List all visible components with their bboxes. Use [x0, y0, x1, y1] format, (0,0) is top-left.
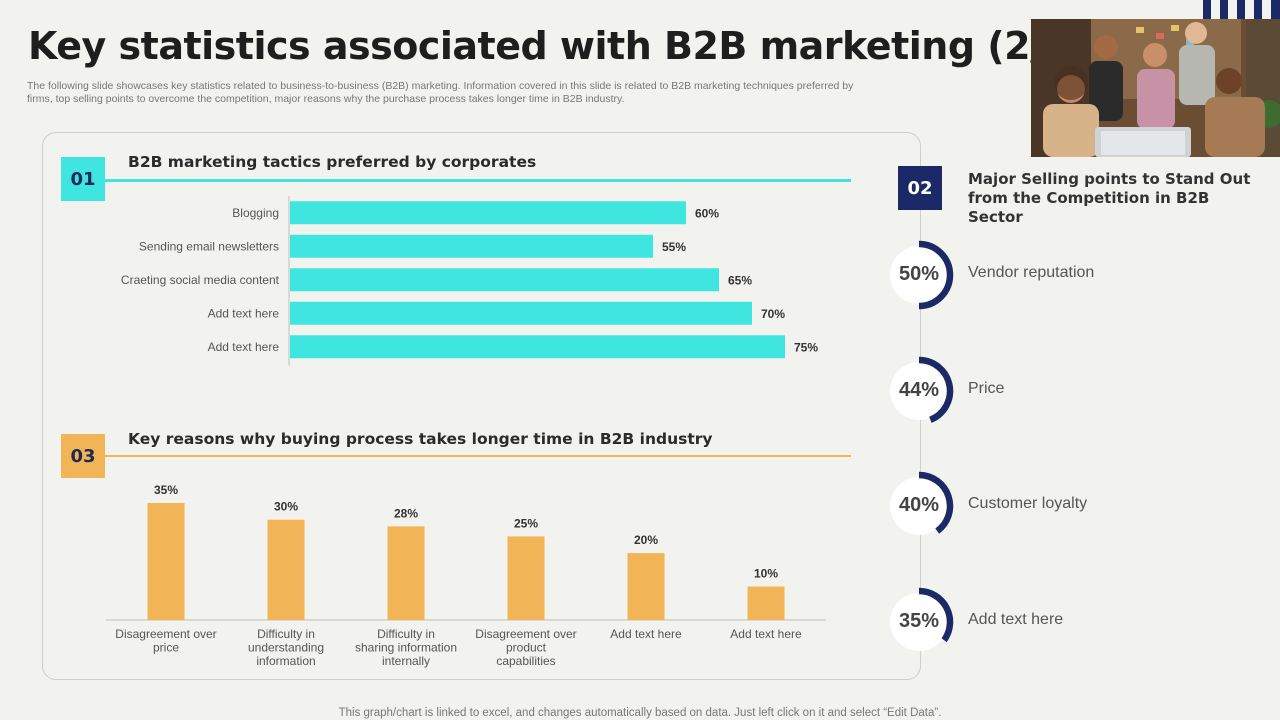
tactics-category-label: Blogging [232, 206, 279, 220]
ring-center [890, 477, 948, 535]
selling-point-item: 40% Customer loyalty [886, 469, 1266, 545]
reasons-bar [387, 526, 425, 620]
ring-center [890, 362, 948, 420]
ring-center [890, 593, 948, 651]
section-number-02: 02 [898, 166, 942, 210]
reasons-bar [507, 536, 545, 620]
tactics-value-label: 65% [728, 273, 752, 287]
reasons-value-label: 10% [754, 567, 778, 581]
reasons-bar [147, 503, 185, 620]
reasons-category-label: Difficulty in understanding information [248, 627, 324, 668]
tactics-bar [290, 335, 785, 359]
section-number-03: 03 [61, 434, 105, 478]
reasons-bar-chart: 35% Disagreement over price 30% Difficulty i… [106, 483, 826, 668]
selling-point-item: 35% Add text here [886, 585, 1266, 661]
tactics-category-label: Add text here [208, 306, 280, 320]
tactics-bar-chart: Blogging 60% Sending email newsletters 55% C… [121, 196, 818, 366]
tactics-bar [290, 268, 719, 292]
reasons-category-label: Disagreement over price [115, 627, 216, 655]
section-number-01: 01 [61, 157, 105, 201]
reasons-value-label: 35% [154, 483, 178, 497]
tactics-chart-title: B2B marketing tactics preferred by corpo… [128, 153, 537, 171]
tactics-category-label: Add text here [208, 340, 280, 354]
selling-point-item: 44% Price [886, 354, 1266, 430]
tactics-value-label: 75% [794, 340, 818, 354]
page-subtitle: The following slide showcases key statis… [27, 80, 854, 105]
tactics-rule [105, 179, 851, 182]
reasons-chart-title: Key reasons why buying process takes lon… [128, 430, 713, 448]
selling-point-ring [890, 356, 954, 423]
reasons-bar [747, 586, 785, 620]
reasons-value-label: 28% [394, 506, 418, 520]
tactics-category-label: Sending email newsletters [139, 239, 279, 253]
selling-point-label: Vendor reputation [968, 264, 1095, 281]
reasons-value-label: 25% [514, 516, 538, 530]
selling-point-item: 50% Vendor reputation [886, 238, 1266, 314]
tactics-value-label: 70% [761, 307, 785, 321]
ring-arc [918, 356, 954, 423]
reasons-category-label: Difficulty in sharing information internal… [355, 627, 457, 668]
selling-point-label: Price [968, 380, 1005, 397]
selling-point-value: 40% [898, 493, 940, 516]
selling-point-value: 44% [898, 378, 940, 401]
tactics-category-label: Craeting social media content [121, 273, 280, 287]
reasons-value-label: 20% [634, 533, 658, 547]
selling-point-ring [890, 471, 954, 535]
ring-arc [918, 240, 954, 310]
selling-points-title: Major Selling points to Stand Out from t… [968, 170, 1251, 226]
reasons-bar [627, 553, 665, 620]
reasons-value-label: 30% [274, 500, 298, 514]
tactics-value-label: 55% [662, 240, 686, 254]
selling-point-ring [890, 240, 954, 310]
decorative-stripes [1203, 0, 1280, 19]
reasons-category-label: Add text here [610, 627, 682, 641]
selling-point-label: Customer loyalty [968, 495, 1088, 512]
page-title: Key statistics associated with B2B marke… [28, 24, 1087, 68]
selling-point-value: 50% [898, 262, 940, 285]
reasons-rule [105, 455, 851, 457]
selling-point-label: Add text here [968, 611, 1064, 628]
team-photo [1031, 19, 1280, 157]
ring-arc [918, 587, 954, 643]
selling-point-value: 35% [898, 609, 940, 632]
footer-note: This graph/chart is linked to excel, and… [338, 707, 942, 719]
reasons-category-label: Add text here [730, 627, 802, 641]
tactics-bar [290, 234, 653, 258]
tactics-bar [290, 201, 686, 225]
ring-center [890, 246, 948, 304]
selling-point-ring [890, 587, 954, 651]
reasons-bar [267, 519, 305, 620]
ring-arc [918, 471, 954, 534]
tactics-value-label: 60% [695, 206, 719, 220]
reasons-category-label: Disagreement over product capabilities [475, 627, 576, 668]
tactics-bar [290, 301, 752, 325]
